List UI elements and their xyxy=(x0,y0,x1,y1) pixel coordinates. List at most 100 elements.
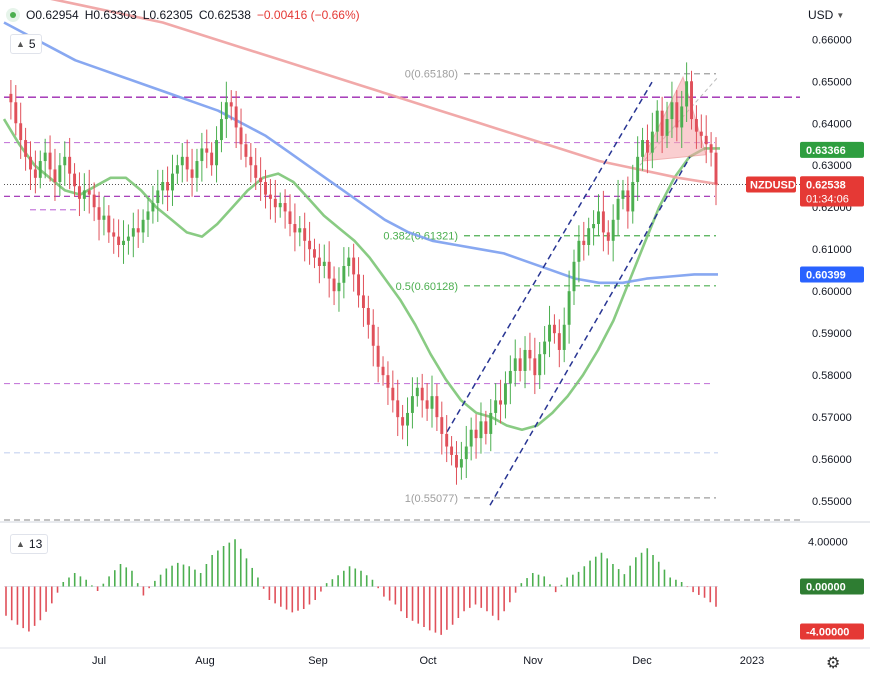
candle xyxy=(68,137,72,190)
symbol-badge-bg xyxy=(746,176,796,193)
candle xyxy=(489,399,493,452)
candle xyxy=(87,169,91,214)
y-tick-label: 0.55000 xyxy=(812,496,852,508)
candle xyxy=(469,417,473,461)
candle-body xyxy=(219,119,223,141)
candle-body xyxy=(73,173,77,187)
candle xyxy=(406,397,409,447)
candle xyxy=(376,326,380,383)
candle-body xyxy=(210,152,214,166)
candle-body xyxy=(464,446,468,460)
candle-body xyxy=(68,156,72,174)
candle-body xyxy=(582,240,586,246)
candle xyxy=(352,243,356,292)
candle xyxy=(459,441,463,480)
candle xyxy=(508,355,512,405)
candle xyxy=(249,142,253,183)
candle xyxy=(117,219,121,258)
candle-body xyxy=(205,148,209,153)
candle-body xyxy=(63,156,67,166)
candle-body xyxy=(386,375,390,388)
candle xyxy=(205,129,209,169)
candle xyxy=(582,221,586,261)
candle-body xyxy=(215,140,219,166)
candle xyxy=(219,101,223,153)
candle-body xyxy=(322,261,326,266)
momentum-badge-bg xyxy=(800,578,864,595)
candle-body xyxy=(131,228,135,237)
candle-body xyxy=(53,169,57,183)
x-tick-label: Jul xyxy=(92,655,106,667)
candle xyxy=(107,205,111,243)
candle-body xyxy=(24,140,28,157)
candle xyxy=(185,139,189,182)
y-tick-label: 0.58000 xyxy=(812,370,852,382)
candle-body xyxy=(440,417,444,434)
candle-body xyxy=(572,261,576,292)
candle xyxy=(685,62,689,122)
momentum-badge: -4.00000 xyxy=(800,623,864,640)
candle xyxy=(567,270,571,344)
x-tick-label: 2023 xyxy=(740,655,764,667)
candle xyxy=(709,132,713,167)
candle xyxy=(112,218,116,254)
candle xyxy=(361,274,365,327)
price-badge: 0.63366 xyxy=(800,141,864,158)
candle-body xyxy=(709,144,713,153)
candle xyxy=(273,179,277,223)
fib-level-label: 0.5(0.60128) xyxy=(396,281,458,293)
candle-body xyxy=(445,433,449,447)
fib-level-label: 1(0.55077) xyxy=(405,493,458,505)
axes: 0.660000.650000.640000.630000.620000.610… xyxy=(92,34,864,667)
open-value: O0.62954 xyxy=(26,8,79,22)
y-tick-label: 0.61000 xyxy=(812,244,852,256)
y-tick-label: 0.60000 xyxy=(812,286,852,298)
candle-body xyxy=(494,400,498,413)
candle-body xyxy=(122,240,125,246)
candle xyxy=(332,266,336,306)
candle-body xyxy=(308,240,312,250)
candle-body xyxy=(58,165,62,183)
candle-body xyxy=(557,333,561,350)
candle-body xyxy=(371,324,375,346)
indicator-toggle-main[interactable]: ▲ 5 xyxy=(10,34,42,54)
candle-body xyxy=(513,358,517,371)
settings-gear-icon[interactable]: ⚙ xyxy=(826,655,841,672)
candle xyxy=(391,370,395,413)
candle-body xyxy=(151,203,155,212)
candle-body xyxy=(396,400,400,418)
candle-body xyxy=(699,131,703,136)
ohlc-legend: O0.62954 H0.63303 L0.62305 C0.62538 −0.0… xyxy=(6,8,360,22)
momentum-badge: 0.00000 xyxy=(800,578,864,595)
candle xyxy=(410,377,414,429)
currency-label: USD xyxy=(808,8,834,22)
candle xyxy=(303,212,307,262)
candle xyxy=(122,220,125,264)
candle-body xyxy=(29,156,32,170)
last-price-badge-bg xyxy=(800,176,864,207)
sma-line xyxy=(50,0,719,186)
candle xyxy=(102,196,106,236)
candle-body xyxy=(190,169,194,178)
x-tick-label: Aug xyxy=(195,655,215,667)
sma-line xyxy=(3,21,718,285)
candle xyxy=(675,90,679,142)
candle xyxy=(92,182,96,222)
candle xyxy=(474,414,478,459)
currency-selector[interactable]: USD ▼ xyxy=(808,8,844,22)
y-tick-label: 0.56000 xyxy=(812,454,852,466)
candle-body xyxy=(357,274,361,296)
candle-body xyxy=(283,203,287,212)
x-tick-label: Sep xyxy=(308,655,328,667)
price-badge: 0.60399 xyxy=(800,266,864,283)
candle-body xyxy=(327,261,331,279)
candle xyxy=(572,249,576,306)
candle-body xyxy=(474,429,478,439)
candle xyxy=(190,148,194,197)
indicator-toggle-lower[interactable]: ▲ 13 xyxy=(10,534,49,554)
candle-body xyxy=(361,295,365,308)
candle xyxy=(616,179,620,236)
change-value: −0.00416 (−0.66%) xyxy=(256,8,360,22)
candle xyxy=(611,204,615,262)
